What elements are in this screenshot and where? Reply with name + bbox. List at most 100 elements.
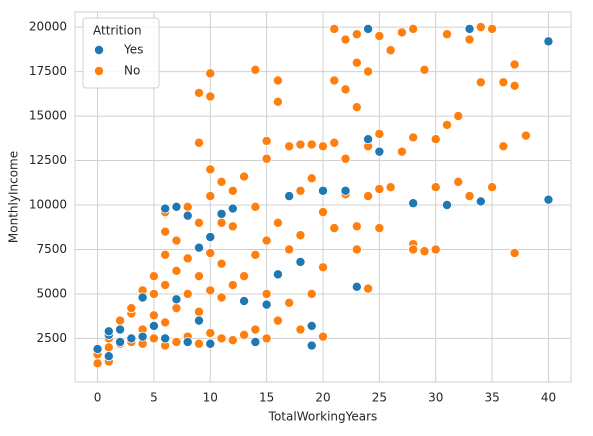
point <box>295 324 306 335</box>
point <box>374 146 385 157</box>
point <box>272 315 283 326</box>
point <box>430 182 441 193</box>
point <box>306 320 317 331</box>
point <box>227 203 238 214</box>
point <box>193 87 204 98</box>
y-tick-label: 7500 <box>36 242 67 256</box>
point <box>419 246 430 257</box>
x-tick-label: 35 <box>484 391 499 405</box>
point <box>171 235 182 246</box>
point <box>363 191 374 202</box>
point <box>171 201 182 212</box>
point <box>250 336 261 347</box>
point <box>396 27 407 38</box>
y-tick-label: 12500 <box>29 153 67 167</box>
point <box>193 315 204 326</box>
point <box>227 185 238 196</box>
point <box>374 223 385 234</box>
point <box>520 130 531 141</box>
point <box>216 258 227 269</box>
point <box>92 358 103 369</box>
point <box>408 132 419 143</box>
point <box>374 31 385 42</box>
point <box>351 57 362 68</box>
point <box>340 153 351 164</box>
point <box>193 338 204 349</box>
point <box>160 226 171 237</box>
point <box>306 173 317 184</box>
point <box>430 244 441 255</box>
point <box>329 137 340 148</box>
point <box>126 303 137 314</box>
point <box>498 77 509 88</box>
point <box>363 66 374 77</box>
legend: Attrition Yes No <box>82 17 160 89</box>
point <box>148 320 159 331</box>
point <box>509 248 520 259</box>
point <box>543 36 554 47</box>
point <box>171 303 182 314</box>
point <box>205 68 216 79</box>
point <box>295 139 306 150</box>
point <box>306 288 317 299</box>
point <box>363 134 374 145</box>
point <box>160 203 171 214</box>
point <box>396 146 407 157</box>
point <box>363 283 374 294</box>
point <box>475 77 486 88</box>
point <box>317 185 328 196</box>
point <box>351 281 362 292</box>
legend-marker <box>94 66 105 77</box>
axes: 0 5 10 15 20 25 30 35 40 2500 5000 7500 10000 12500 15… <box>29 20 556 405</box>
point <box>374 183 385 194</box>
point <box>205 232 216 243</box>
point <box>261 333 272 344</box>
point <box>498 141 509 152</box>
point <box>205 248 216 259</box>
y-tick-label: 20000 <box>29 20 67 34</box>
point <box>317 331 328 342</box>
y-tick-label: 15000 <box>29 109 67 123</box>
point <box>148 310 159 321</box>
point <box>295 185 306 196</box>
point <box>317 207 328 218</box>
points <box>92 22 554 369</box>
point <box>205 285 216 296</box>
point <box>205 164 216 175</box>
point <box>374 128 385 139</box>
point <box>475 196 486 207</box>
point <box>182 336 193 347</box>
point <box>329 23 340 34</box>
point <box>250 324 261 335</box>
point <box>543 194 554 205</box>
point <box>239 296 250 307</box>
legend-label: Yes <box>123 43 143 57</box>
point <box>351 221 362 232</box>
point <box>351 102 362 113</box>
point <box>441 200 452 211</box>
legend-marker <box>94 45 105 56</box>
point <box>193 271 204 282</box>
point <box>408 198 419 209</box>
point <box>340 34 351 45</box>
point <box>487 182 498 193</box>
point <box>160 249 171 260</box>
point <box>453 111 464 122</box>
point <box>272 75 283 86</box>
point <box>239 271 250 282</box>
point <box>464 23 475 34</box>
x-tick-label: 5 <box>150 391 158 405</box>
point <box>272 96 283 107</box>
y-tick-label: 17500 <box>29 64 67 78</box>
point <box>441 29 452 40</box>
point <box>385 182 396 193</box>
point <box>216 292 227 303</box>
point <box>306 340 317 351</box>
point <box>182 201 193 212</box>
point <box>171 294 182 305</box>
point <box>227 221 238 232</box>
point <box>171 265 182 276</box>
x-axis-label: TotalWorkingYears <box>268 410 378 424</box>
